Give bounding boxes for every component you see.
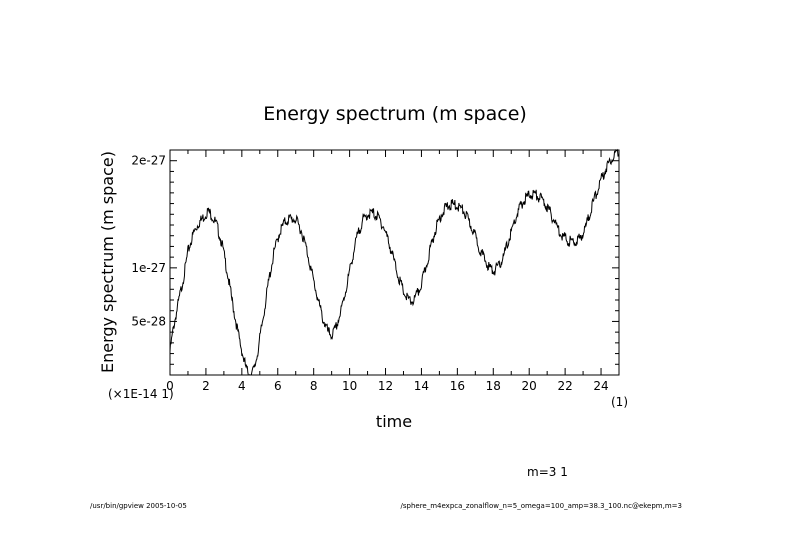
y-axis-ticks: 5e-28 1e-27 2e-27 <box>131 154 619 365</box>
y-axis-label: Energy spectrum (m space) <box>98 151 117 373</box>
x-tick-label: 22 <box>557 379 572 393</box>
x-axis-label: time <box>376 412 412 431</box>
x-axis-ticks: 0 2 4 6 8 10 12 14 16 18 20 22 24 <box>166 150 609 393</box>
x-tick-label: 0 <box>166 379 174 393</box>
x-tick-label: 10 <box>342 379 357 393</box>
footer-right-info: /sphere_m4expca_zonalflow_n=5_omega=100_… <box>401 502 683 510</box>
x-tick-label: 20 <box>522 379 537 393</box>
legend-label: m=3 1 <box>527 465 568 479</box>
footer-left-info: /usr/bin/gpview 2005-10-05 <box>90 502 187 510</box>
x-tick-label: 12 <box>378 379 393 393</box>
x-tick-label: 2 <box>202 379 210 393</box>
x-tick-label: 14 <box>414 379 429 393</box>
series-line-m3 <box>169 148 620 376</box>
y-tick-label: 2e-27 <box>131 154 166 168</box>
x-axis-scale-note: (×1E-14 1) <box>108 387 174 401</box>
plot-frame <box>169 149 620 376</box>
x-tick-label: 18 <box>486 379 501 393</box>
x-tick-label: 4 <box>238 379 246 393</box>
x-tick-label: 24 <box>593 379 608 393</box>
x-axis-unit-note: (1) <box>611 395 628 409</box>
x-tick-label: 16 <box>450 379 465 393</box>
x-tick-label: 6 <box>274 379 282 393</box>
x-tick-label: 8 <box>310 379 318 393</box>
y-tick-label: 5e-28 <box>131 314 166 328</box>
y-tick-label: 1e-27 <box>131 261 166 275</box>
chart-title: Energy spectrum (m space) <box>263 103 527 125</box>
